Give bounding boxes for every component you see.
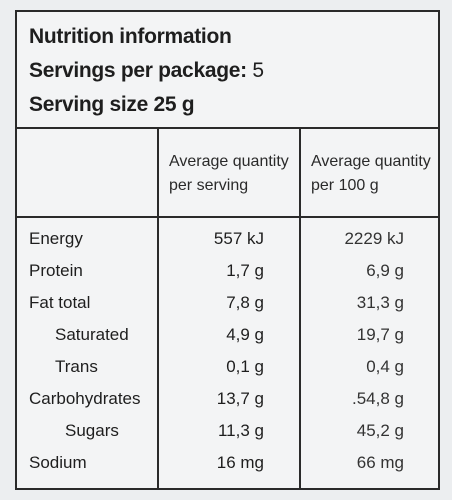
per-serving-value: 1,7 g — [226, 261, 264, 280]
per-serving-value: 0,1 g — [226, 357, 264, 376]
nutrition-panel: Nutrition information Servings per packa… — [15, 10, 440, 490]
serving-size: Serving size 25 g — [29, 93, 195, 116]
column-divider-right — [299, 127, 301, 488]
column-header-divider — [17, 216, 438, 218]
row-label: Energy — [29, 229, 83, 248]
per-100g-value: 0,4 g — [366, 357, 404, 376]
per-100g-value: 19,7 g — [356, 325, 404, 344]
table-row-protein: Protein 1,7 g 6,9 g — [17, 255, 438, 287]
nutrition-title: Nutrition information — [29, 25, 232, 48]
table-row-sugars: Sugars 11,3 g 45,2 g — [17, 415, 438, 447]
servings-label: Servings per package: — [29, 59, 247, 82]
row-label: Saturated — [55, 325, 129, 344]
column-header-per-100g-line1: Average quantity — [311, 153, 431, 170]
row-label: Sugars — [65, 421, 119, 440]
column-header-per-serving: Average quantity per serving — [169, 150, 289, 198]
servings-value: 5 — [252, 59, 264, 82]
per-100g-value: 45,2 g — [356, 421, 404, 440]
table-row-saturated: Saturated 4,9 g 19,7 g — [17, 319, 438, 351]
row-label: Trans — [55, 357, 98, 376]
table-row-sodium: Sodium 16 mg 66 mg — [17, 447, 438, 479]
column-divider-left — [157, 127, 159, 488]
nutrition-header: Nutrition information Servings per packa… — [17, 12, 438, 129]
column-header-per-serving-line1: Average quantity — [169, 153, 289, 170]
table-row-trans: Trans 0,1 g 0,4 g — [17, 351, 438, 383]
per-100g-value: 6,9 g — [366, 261, 404, 280]
servings-per-package: Servings per package: 5 — [29, 59, 264, 83]
table-row-fat-total: Fat total 7,8 g 31,3 g — [17, 287, 438, 319]
per-serving-value: 13,7 g — [216, 389, 264, 408]
column-header-per-100g: Average quantity per 100 g — [311, 150, 431, 198]
per-serving-value: 557 kJ — [213, 229, 264, 248]
column-header-per-serving-line2: per serving — [169, 177, 249, 194]
per-serving-value: 16 mg — [216, 453, 264, 472]
row-label: Sodium — [29, 453, 87, 472]
row-label: Protein — [29, 261, 83, 280]
per-100g-value: 2229 kJ — [344, 229, 404, 248]
per-serving-value: 11,3 g — [217, 421, 264, 440]
per-100g-value: .54,8 g — [352, 389, 404, 408]
per-serving-value: 4,9 g — [226, 325, 264, 344]
per-100g-value: 66 mg — [356, 453, 404, 472]
row-label: Carbohydrates — [29, 389, 141, 408]
table-row-carbohydrates: Carbohydrates 13,7 g .54,8 g — [17, 383, 438, 415]
table-row-energy: Energy 557 kJ 2229 kJ — [17, 223, 438, 255]
column-header-per-100g-line2: per 100 g — [311, 177, 379, 194]
per-100g-value: 31,3 g — [356, 293, 404, 312]
row-label: Fat total — [29, 293, 91, 312]
per-serving-value: 7,8 g — [226, 293, 264, 312]
